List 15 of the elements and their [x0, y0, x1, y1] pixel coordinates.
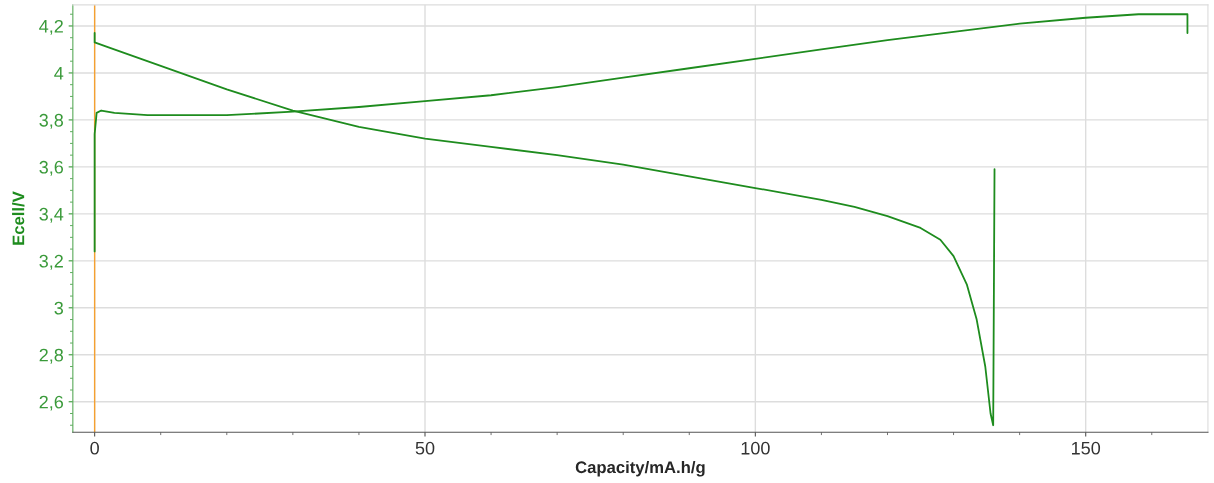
y-tick-label: 2,6 [39, 395, 64, 411]
y-tick-label: 3,4 [39, 207, 64, 223]
y-tick-label: 4 [54, 67, 64, 80]
y-axis-title: Ecell/V [12, 191, 25, 245]
x-tick-label: 150 [1072, 441, 1101, 455]
y-tick-label: 3,2 [39, 254, 63, 270]
x-axis-title: Capacity/mA.h/g [575, 460, 705, 477]
x-tick-label: 0 [90, 441, 99, 455]
y-tick-label: 3,6 [39, 160, 64, 176]
y-tick-label: 3 [54, 301, 64, 315]
x-tick-label: 50 [415, 441, 435, 455]
y-tick-label: 2,8 [39, 348, 64, 364]
y-tick-label: 4,2 [39, 19, 63, 35]
y-tick-label: 3,8 [39, 113, 64, 129]
x-tick-label: 100 [741, 441, 770, 455]
